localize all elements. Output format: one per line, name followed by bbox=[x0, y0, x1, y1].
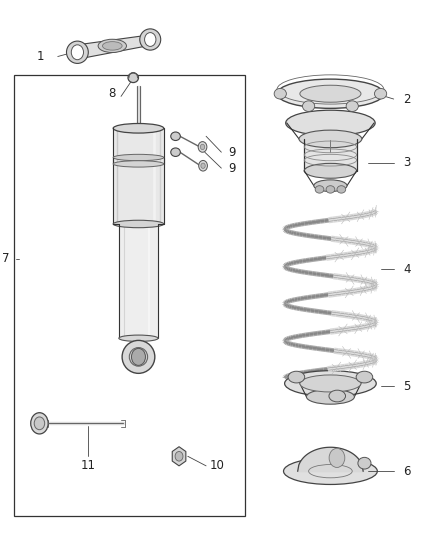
Bar bbox=[14, 75, 245, 516]
Ellipse shape bbox=[288, 371, 305, 383]
Text: 8: 8 bbox=[109, 87, 116, 100]
Ellipse shape bbox=[286, 110, 375, 136]
Ellipse shape bbox=[171, 132, 180, 141]
Polygon shape bbox=[78, 35, 147, 59]
Ellipse shape bbox=[113, 124, 164, 133]
Ellipse shape bbox=[113, 155, 164, 161]
Circle shape bbox=[201, 163, 205, 168]
Ellipse shape bbox=[113, 161, 164, 167]
Ellipse shape bbox=[307, 389, 354, 404]
Text: 3: 3 bbox=[403, 156, 410, 169]
Ellipse shape bbox=[274, 88, 286, 99]
Ellipse shape bbox=[299, 130, 362, 148]
Circle shape bbox=[199, 160, 208, 171]
Ellipse shape bbox=[31, 413, 48, 434]
Ellipse shape bbox=[337, 185, 346, 193]
Circle shape bbox=[200, 144, 205, 150]
Circle shape bbox=[329, 448, 345, 467]
Ellipse shape bbox=[67, 41, 88, 63]
Ellipse shape bbox=[128, 73, 138, 83]
Ellipse shape bbox=[283, 458, 377, 484]
Ellipse shape bbox=[277, 79, 384, 108]
Text: 1: 1 bbox=[36, 50, 44, 63]
Ellipse shape bbox=[304, 164, 357, 178]
Circle shape bbox=[131, 349, 145, 366]
Ellipse shape bbox=[329, 390, 346, 402]
Text: 11: 11 bbox=[81, 459, 96, 472]
Ellipse shape bbox=[303, 101, 315, 111]
Ellipse shape bbox=[119, 335, 158, 342]
Ellipse shape bbox=[140, 29, 161, 50]
Ellipse shape bbox=[102, 42, 122, 50]
Ellipse shape bbox=[285, 370, 376, 396]
Ellipse shape bbox=[113, 220, 164, 228]
Ellipse shape bbox=[358, 457, 371, 469]
Ellipse shape bbox=[300, 85, 361, 102]
Text: 4: 4 bbox=[403, 263, 410, 276]
Ellipse shape bbox=[346, 101, 358, 111]
Circle shape bbox=[145, 33, 156, 46]
Ellipse shape bbox=[122, 341, 155, 373]
Circle shape bbox=[175, 451, 183, 461]
Text: 5: 5 bbox=[403, 379, 410, 393]
Text: 7: 7 bbox=[2, 252, 9, 265]
Ellipse shape bbox=[356, 371, 373, 383]
Ellipse shape bbox=[34, 417, 45, 430]
Ellipse shape bbox=[314, 180, 347, 191]
Text: 9: 9 bbox=[229, 146, 236, 159]
Ellipse shape bbox=[171, 148, 180, 157]
Text: 6: 6 bbox=[403, 465, 410, 478]
Bar bbox=[304, 139, 357, 171]
Text: 2: 2 bbox=[403, 93, 410, 106]
Ellipse shape bbox=[300, 375, 361, 392]
Ellipse shape bbox=[129, 348, 148, 366]
Text: 9: 9 bbox=[229, 161, 236, 175]
Circle shape bbox=[198, 142, 207, 152]
Ellipse shape bbox=[315, 185, 324, 193]
Ellipse shape bbox=[326, 185, 335, 193]
Ellipse shape bbox=[374, 88, 387, 99]
Text: 10: 10 bbox=[209, 459, 224, 472]
Ellipse shape bbox=[98, 39, 127, 53]
Circle shape bbox=[71, 45, 84, 60]
